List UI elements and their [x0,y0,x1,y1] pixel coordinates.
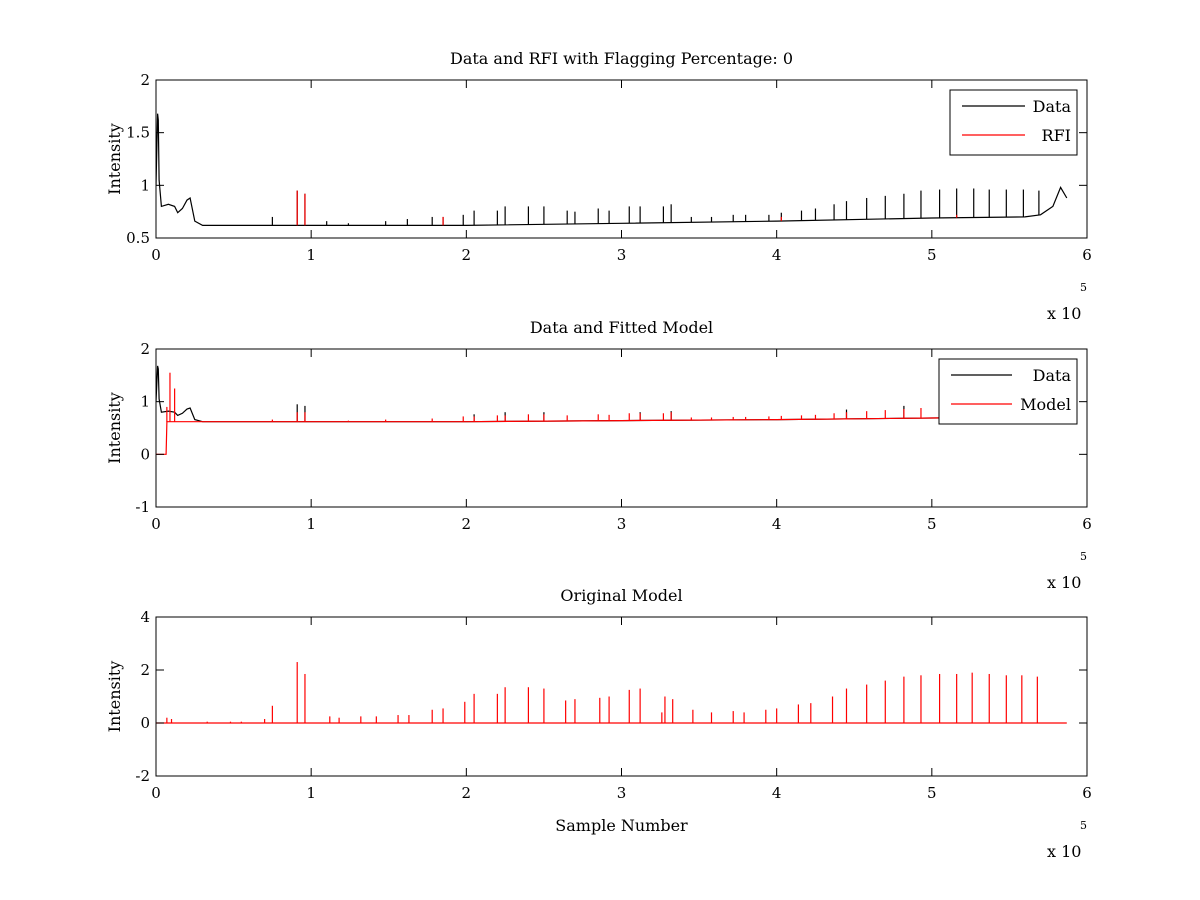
x-exponent-base: x 10 [1047,573,1081,592]
x-tick-label: 3 [617,246,627,264]
y-tick-label: 4 [140,608,150,626]
series-data-line [156,113,1068,226]
y-tick-label: 1 [140,176,150,194]
chart-title: Data and Fitted Model [530,318,713,337]
x-exponent-power: 5 [1080,550,1087,563]
y-tick-label: 2 [140,71,150,89]
legend: Data Model [938,358,1078,425]
x-exponent-power: 5 [1080,819,1087,832]
x-tick-label: 1 [306,515,316,533]
x-tick-label: 0 [151,246,161,264]
legend: Data RFI [949,89,1078,156]
x-tick-label: 1 [306,784,316,802]
x-tick-label: 4 [772,246,782,264]
series-group [156,113,1068,226]
x-axis-label: Sample Number [555,816,688,835]
legend-box [938,358,1078,425]
y-tick-label: 2 [140,340,150,358]
x-tick-label: 2 [462,246,472,264]
legend-box [949,89,1078,156]
x-tick-label: 2 [462,784,472,802]
x-tick-label: 3 [617,784,627,802]
y-tick-label: -1 [135,498,150,516]
x-tick-label: 6 [1082,784,1092,802]
y-tick-label: 2 [140,661,150,679]
x-tick-label: 5 [927,515,937,533]
x-tick-label: 3 [617,515,627,533]
x-tick-label: 0 [151,515,161,533]
x-tick-label: 5 [927,784,937,802]
x-tick-label: 6 [1082,246,1092,264]
x-exponent-base: x 10 [1047,304,1081,323]
y-tick-label: 1 [140,393,150,411]
plot-area [155,79,1088,239]
x-tick-label: 4 [772,515,782,533]
plot-area [155,348,1088,508]
x-tick-label: 5 [927,246,937,264]
y-tick-label: 0.5 [126,229,150,247]
y-tick-label: 1.5 [126,124,150,142]
plot-area [155,616,1088,777]
chart-title: Data and RFI with Flagging Percentage: 0 [450,49,793,68]
x-exponent-power: 5 [1080,281,1087,294]
chart-panel-1: 0 1 2 3 4 5 6 0.5 1 1.5 2 Data and RFI with Flaggin… [105,49,1092,323]
x-tick-label: 6 [1082,515,1092,533]
y-tick-label: 0 [140,445,150,463]
y-axis-label: Intensity [105,392,124,464]
series-model-line [156,415,1067,455]
x-tick-label: 2 [462,515,472,533]
y-axis-label: Intensity [105,661,124,733]
legend-label: Data [1033,366,1072,385]
y-axis-label: Intensity [105,123,124,195]
x-tick-label: 4 [772,784,782,802]
y-tick-label: 0 [140,714,150,732]
legend-label: Model [1020,395,1071,414]
x-tick-label: 0 [151,784,161,802]
chart-title: Original Model [560,586,682,605]
y-tick-label: -2 [135,767,150,785]
x-exponent-base: x 10 [1047,842,1081,861]
series-group [156,662,1067,724]
legend-label: RFI [1042,126,1071,145]
legend-label: Data [1033,97,1072,116]
x-tick-label: 1 [306,246,316,264]
